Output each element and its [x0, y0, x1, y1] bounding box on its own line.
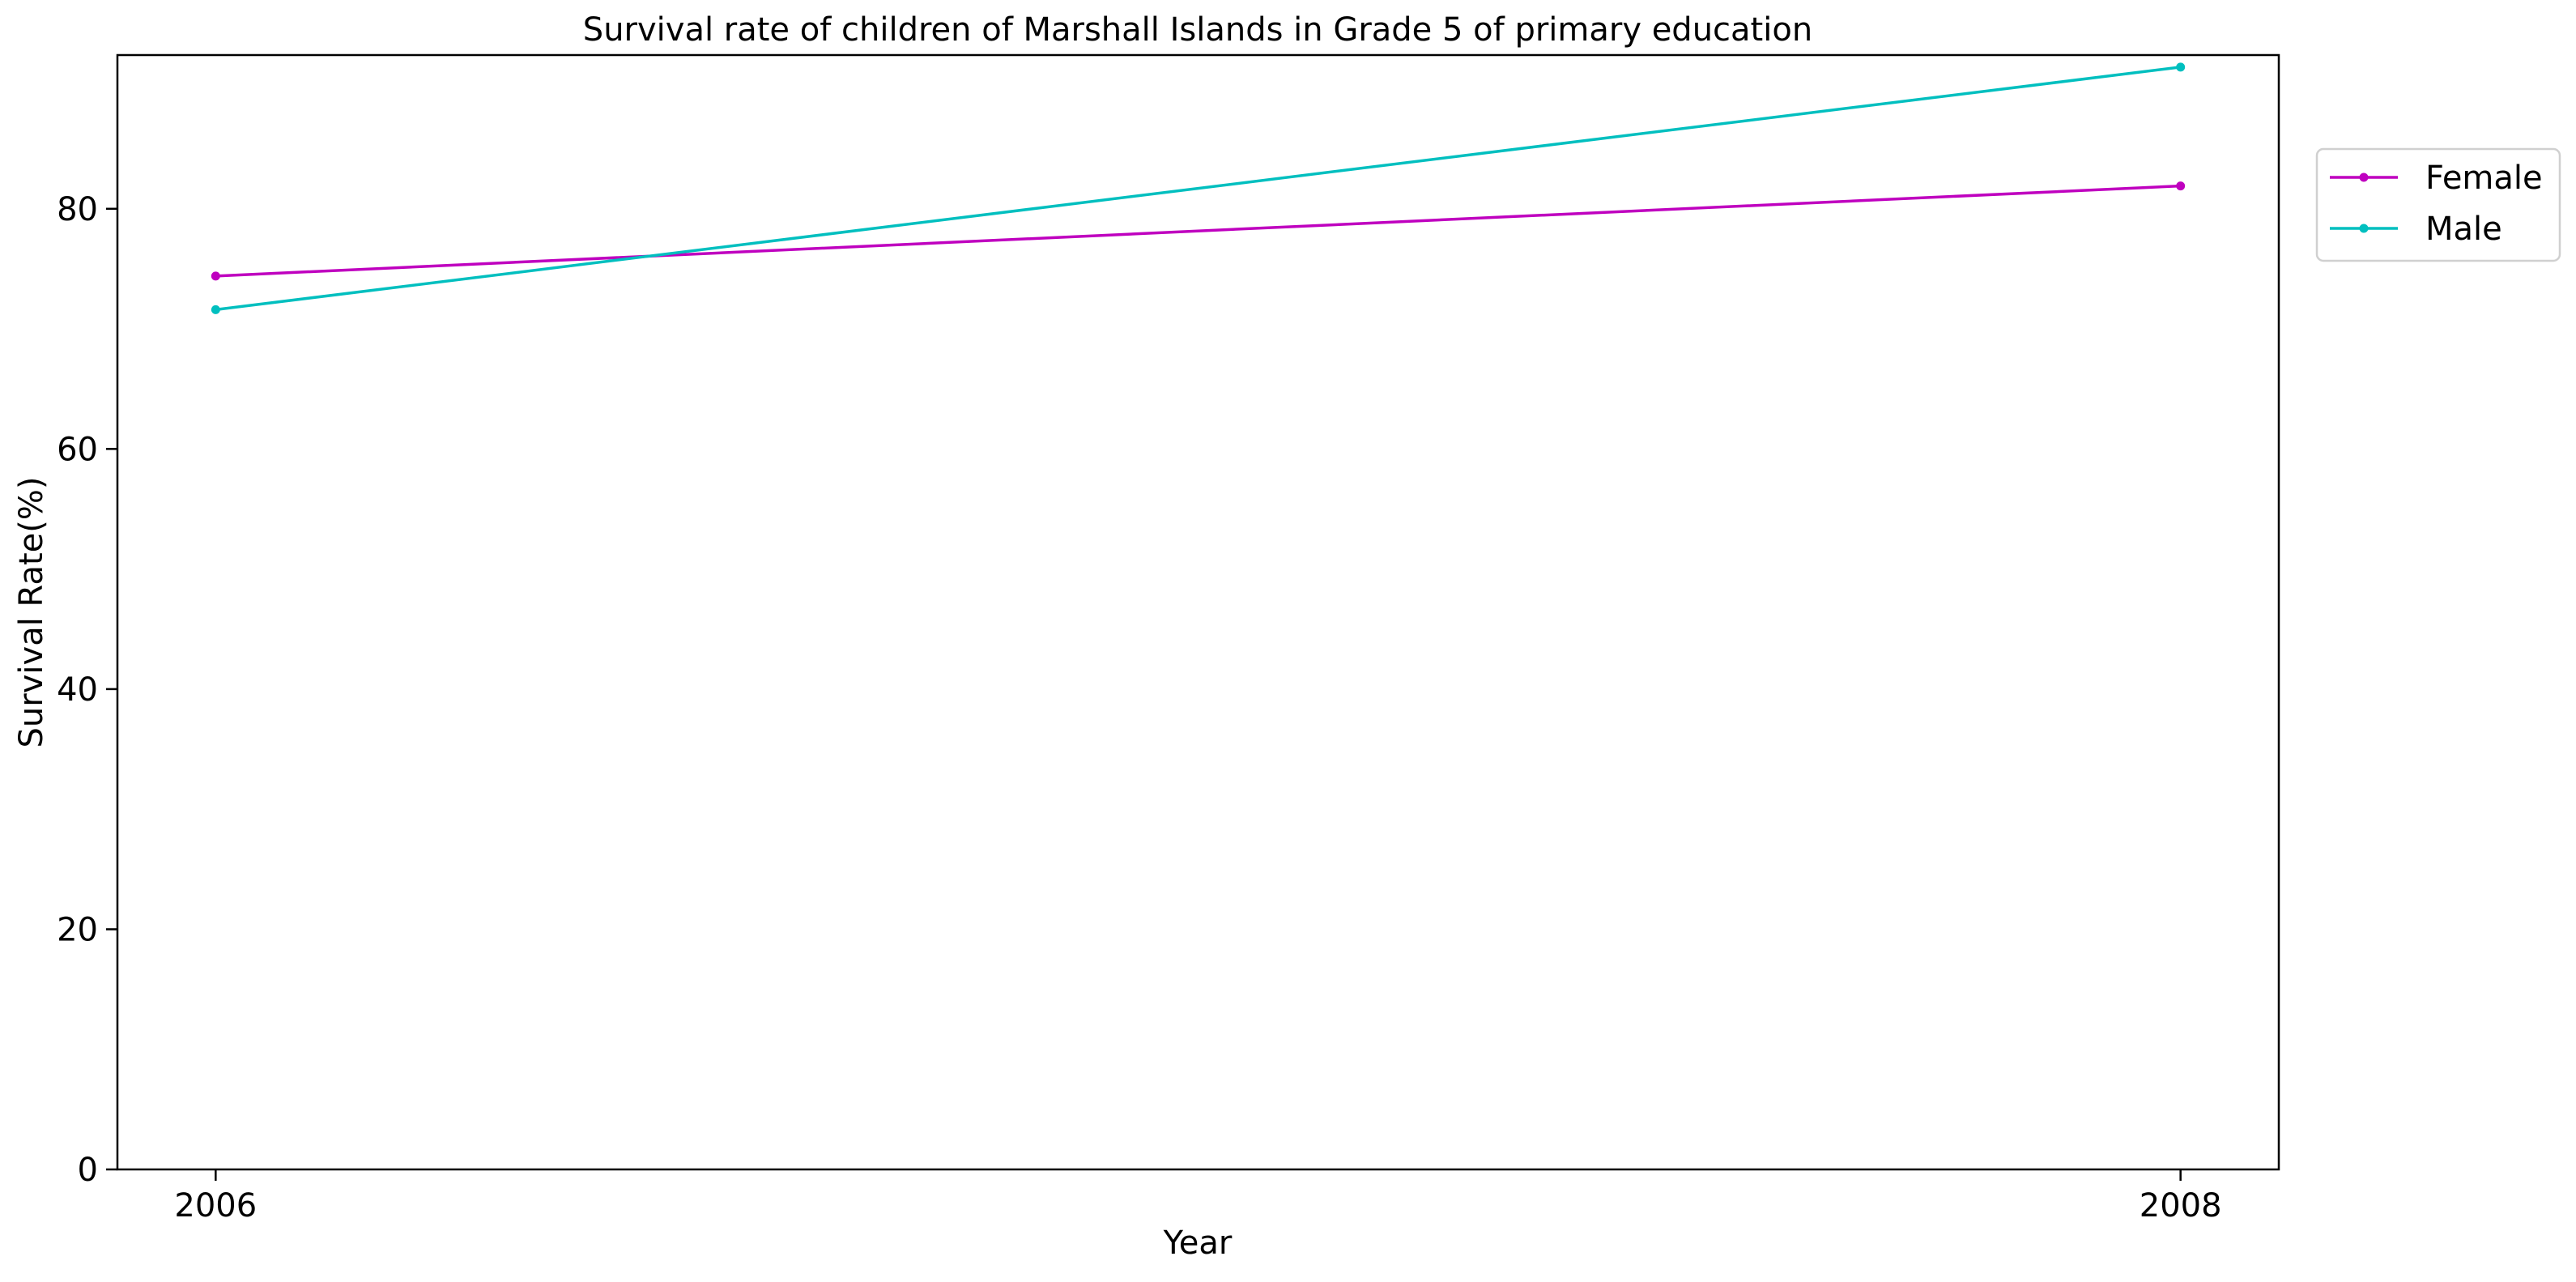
y-tick-label: 20	[57, 911, 98, 948]
series-layer	[211, 62, 2186, 314]
y-axis-ticks: 0 20 40 60 80	[57, 191, 117, 1189]
y-tick-label: 40	[57, 671, 98, 709]
y-axis-label: Survival Rate(%)	[13, 477, 50, 748]
data-point-male	[2176, 62, 2186, 72]
x-axis-ticks: 2006 2008	[174, 1169, 2222, 1225]
legend-label-male: Male	[2425, 211, 2502, 248]
x-tick-label: 2006	[174, 1187, 257, 1225]
y-tick-label: 0	[78, 1152, 98, 1189]
data-point-female	[211, 271, 220, 281]
legend: Female Male	[2315, 147, 2561, 262]
plot-area-frame	[116, 53, 2280, 1171]
x-axis-label: Year	[1163, 1225, 1233, 1262]
data-point-male	[211, 305, 220, 314]
legend-marker-female	[2359, 172, 2369, 182]
y-tick-label: 80	[57, 191, 98, 228]
legend-label-female: Female	[2425, 160, 2543, 197]
legend-marker-male	[2359, 224, 2369, 233]
chart-title: Survival rate of children of Marshall Is…	[583, 11, 1812, 49]
x-tick-label: 2008	[2140, 1187, 2222, 1225]
y-tick-label: 60	[57, 431, 98, 468]
series-line-male	[215, 66, 2181, 312]
series-line-female	[215, 184, 2181, 278]
data-point-female	[2176, 181, 2186, 191]
